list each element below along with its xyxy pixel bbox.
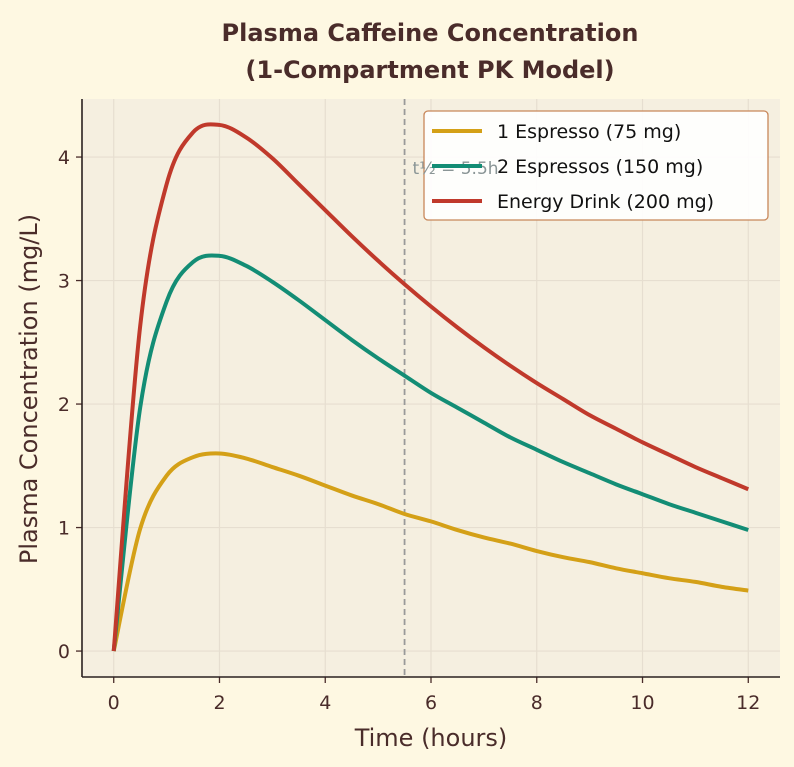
x-tick-label: 4 — [319, 692, 331, 714]
x-tick-label: 10 — [630, 692, 654, 714]
legend-label-3: Energy Drink (200 mg) — [497, 191, 714, 213]
x-axis-label: Time (hours) — [354, 724, 508, 752]
y-axis-label: Plasma Concentration (mg/L) — [15, 214, 43, 564]
series-line-2 — [111, 253, 749, 652]
legend-box — [423, 110, 769, 221]
x-tick-label: 0 — [108, 692, 120, 714]
half-life-annotation: t½ = 5.5h — [413, 159, 499, 179]
chart-title-line2: (1-Compartment PK Model) — [245, 56, 614, 84]
chart-title-line1: Plasma Caffeine Concentration — [222, 19, 639, 47]
x-tick-label: 12 — [736, 692, 760, 714]
series-line-1 — [111, 451, 749, 652]
y-tick-label: 3 — [58, 271, 70, 293]
x-tick-label: 2 — [213, 692, 225, 714]
x-tick-label: 6 — [425, 692, 437, 714]
legend-label-2: 2 Espressos (150 mg) — [497, 156, 703, 178]
y-tick-label: 2 — [58, 394, 70, 416]
legend-label-1: 1 Espresso (75 mg) — [497, 121, 681, 143]
y-tick-label: 1 — [58, 518, 70, 540]
y-tick-label: 0 — [58, 641, 70, 663]
x-tick-label: 8 — [531, 692, 543, 714]
legend: t½ = 5.5h 1 Espresso (75 mg) 2 Espressos … — [413, 110, 769, 221]
series-line-3 — [111, 122, 750, 652]
y-tick-label: 4 — [58, 147, 70, 169]
